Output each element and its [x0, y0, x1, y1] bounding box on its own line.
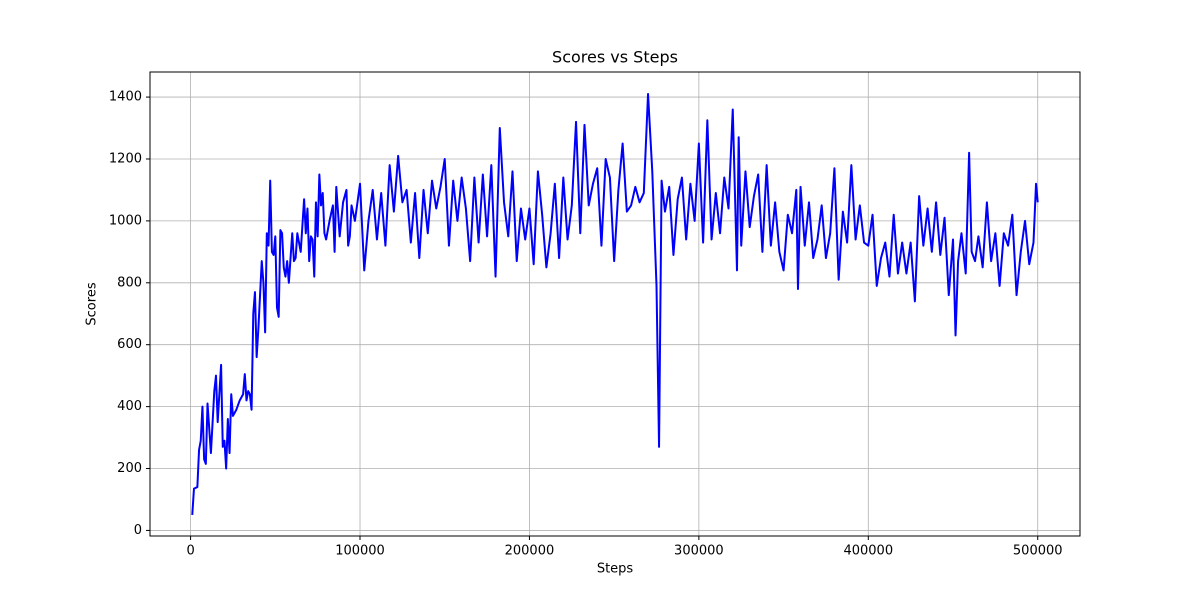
line-series — [191, 92, 1039, 516]
y-tick-label: 600 — [117, 337, 142, 352]
x-tick-label: 200000 — [505, 544, 555, 559]
y-tick-label: 0 — [134, 523, 142, 538]
chart-title: Scores vs Steps — [552, 48, 678, 67]
plot-frame — [149, 71, 1081, 537]
y-tick-label: 800 — [117, 275, 142, 290]
y-tick-label: 1000 — [109, 213, 142, 228]
y-axis-label: Scores — [85, 282, 100, 325]
x-tick-label: 0 — [186, 544, 194, 559]
y-tick-label: 1200 — [109, 151, 142, 166]
y-tick-label: 400 — [117, 399, 142, 414]
x-tick-label: 500000 — [1013, 544, 1063, 559]
x-axis-label: Steps — [597, 562, 634, 577]
y-tick-label: 200 — [117, 461, 142, 476]
x-tick-label: 300000 — [674, 544, 724, 559]
x-tick-label: 100000 — [335, 544, 385, 559]
x-tick-label: 400000 — [843, 544, 893, 559]
y-tick-label: 1400 — [109, 90, 142, 105]
